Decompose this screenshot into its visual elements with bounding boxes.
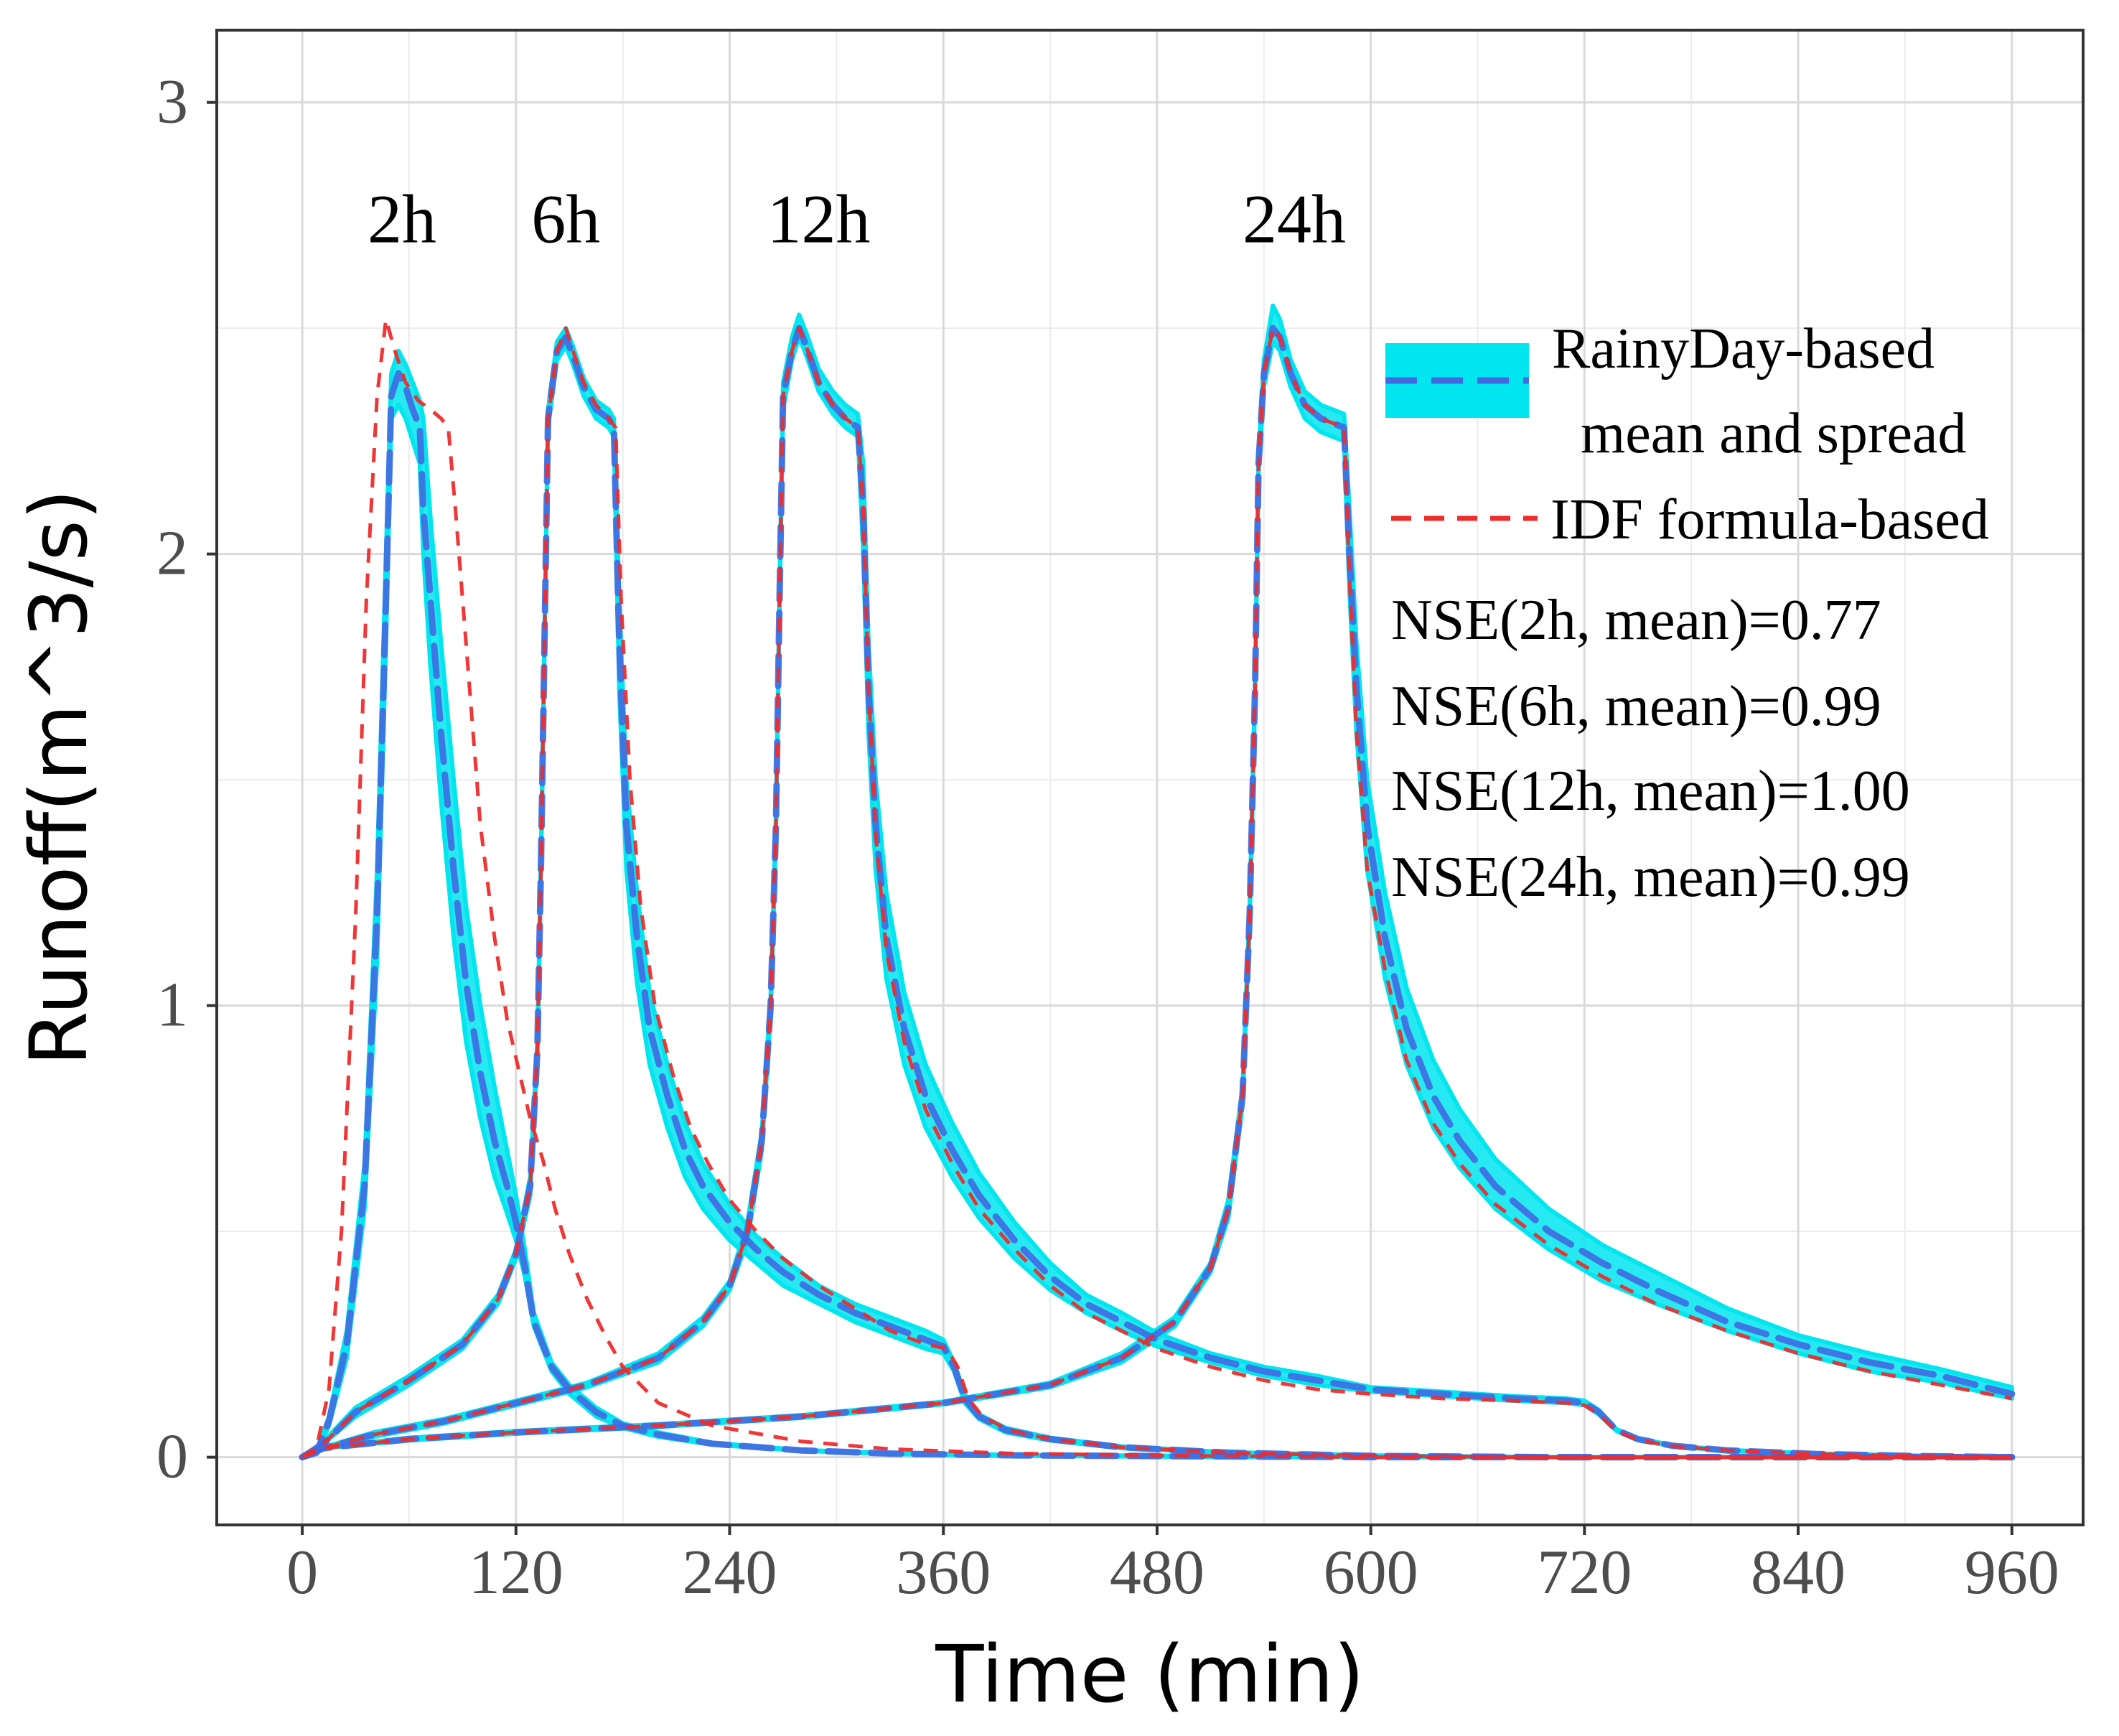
mean-line-6h: [299, 334, 2016, 1461]
x-tick-label: 960: [1965, 1538, 2059, 1607]
y-axis-title: Runoff(m^3/s): [13, 489, 105, 1066]
legend-label-band-line2: mean and spread: [1581, 402, 1967, 465]
mean-line-24h: [299, 325, 2016, 1461]
nse-6h: NSE(6h, mean)=0.99: [1391, 675, 1881, 738]
legend-label-band-line1: RainyDay-based: [1552, 317, 1935, 381]
legend-label-idf: IDF formula-based: [1550, 488, 1989, 551]
nse-24h: NSE(24h, mean)=0.99: [1391, 846, 1910, 909]
y-tick-label: 0: [156, 1422, 188, 1492]
annotations: 2h 6h 12h 24h: [368, 181, 1346, 258]
duration-label-2h: 2h: [368, 181, 436, 258]
nse-2h: NSE(2h, mean)=0.77: [1391, 589, 1881, 652]
x-tick-label: 360: [896, 1538, 991, 1607]
y-tick-label: 1: [156, 971, 188, 1040]
x-tick-label: 0: [286, 1538, 318, 1607]
x-tick-label: 720: [1537, 1538, 1632, 1607]
nse-12h: NSE(12h, mean)=1.00: [1391, 760, 1910, 823]
duration-label-6h: 6h: [531, 181, 600, 258]
idf-line-24h: [301, 326, 2013, 1459]
x-tick-label: 600: [1324, 1538, 1418, 1607]
duration-label-24h: 24h: [1243, 181, 1346, 258]
y-tick-label: 3: [156, 67, 188, 137]
y-tick-label: 2: [156, 519, 188, 589]
x-tick-label: 120: [469, 1538, 563, 1607]
duration-label-12h: 12h: [767, 181, 871, 258]
x-axis-title: Time (min): [935, 1628, 1364, 1720]
plot-frame: [215, 29, 2085, 1526]
grid: [217, 30, 2083, 1525]
axes: 0 120 240 360 480 600 720 840 960 0 1 2 3: [156, 67, 2059, 1607]
x-tick-label: 840: [1751, 1538, 1846, 1607]
legend: RainyDay-based mean and spread IDF formu…: [1385, 317, 1989, 551]
series-lines: [299, 317, 2016, 1461]
x-tick-label: 240: [683, 1538, 777, 1607]
idf-line-2h: [301, 317, 2012, 1460]
idf-line-6h: [301, 326, 2012, 1460]
mean-line-2h: [299, 370, 2016, 1461]
x-tick-label: 480: [1110, 1538, 1204, 1607]
nse-stats: NSE(2h, mean)=0.77 NSE(6h, mean)=0.99 NS…: [1391, 589, 1910, 909]
